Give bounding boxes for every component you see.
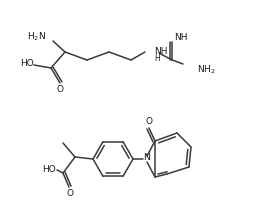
Text: NH: NH — [174, 32, 188, 42]
Text: NH: NH — [154, 48, 168, 57]
Text: O: O — [57, 86, 63, 95]
Text: H: H — [154, 54, 160, 63]
Text: NH$_2$: NH$_2$ — [197, 64, 216, 76]
Text: O: O — [145, 118, 152, 126]
Text: O: O — [67, 189, 74, 198]
Text: HO: HO — [42, 164, 56, 173]
Text: HO: HO — [20, 59, 34, 69]
Text: H$_2$N: H$_2$N — [26, 31, 45, 43]
Text: N: N — [143, 154, 151, 162]
